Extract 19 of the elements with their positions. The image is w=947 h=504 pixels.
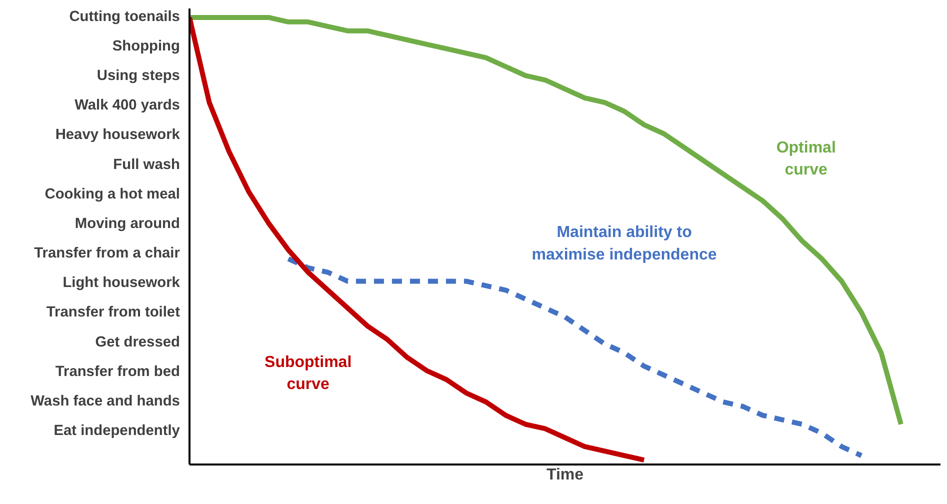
text: Heavy housework xyxy=(55,127,181,144)
annotation: Maintain ability to maximise independence xyxy=(532,224,717,264)
text: Cutting toenails xyxy=(69,8,180,25)
text: Transfer from bed xyxy=(55,364,180,380)
text: Eat independently xyxy=(54,423,181,440)
annotation: Suboptimal curve xyxy=(264,354,352,393)
text: Light housework xyxy=(62,275,181,292)
text: Wash face and hands xyxy=(30,394,180,410)
text: Walk 400 yards xyxy=(74,98,180,114)
x-axis-title: Time xyxy=(546,466,584,484)
annotation: Optimal curve xyxy=(776,139,836,178)
text: Cooking a hot meal xyxy=(44,186,180,202)
text: Shopping xyxy=(112,38,180,54)
text: Full wash xyxy=(113,156,180,173)
text: Transfer from a chair xyxy=(34,246,180,262)
text: Transfer from toilet xyxy=(46,304,180,321)
text: Moving around xyxy=(74,216,180,232)
text: Get dressed xyxy=(95,334,180,350)
text: Using steps xyxy=(96,68,180,84)
